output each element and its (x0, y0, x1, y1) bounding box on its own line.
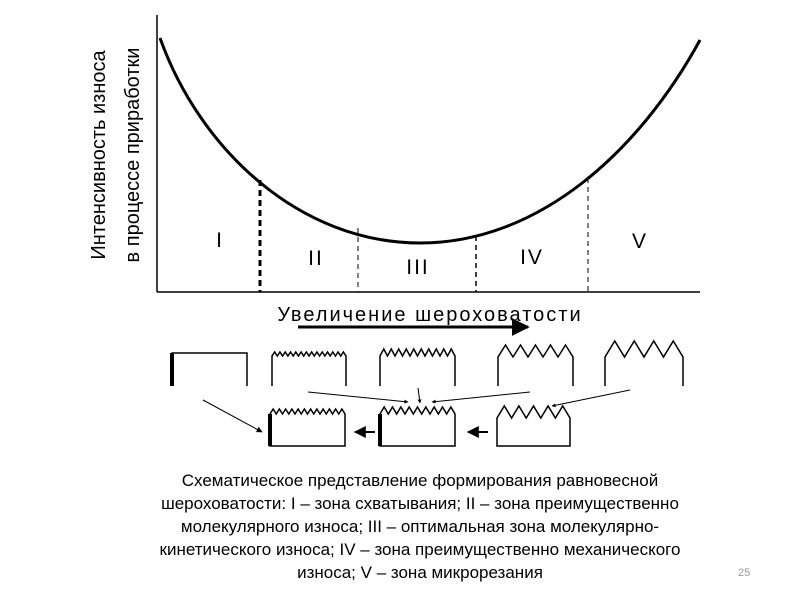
arrow (202, 399, 263, 433)
surface-profile (379, 405, 456, 447)
zone-label: IV (520, 246, 544, 269)
surface-profile (496, 404, 571, 447)
surface-profiles (170, 339, 684, 447)
surface-profile (171, 352, 248, 386)
y-axis-label: в процессе приработки (122, 48, 144, 263)
zone-label: V (632, 230, 648, 253)
x-axis-label: Увеличение шероховатости (277, 304, 582, 326)
zone-label: II (308, 247, 324, 270)
y-axis-label: Интенсивность износа (88, 49, 110, 259)
surface-profile (604, 339, 684, 386)
arrow (551, 389, 631, 408)
surface-profile (497, 343, 574, 386)
caption-line: Схематическое представление формирования… (182, 471, 658, 490)
arrow (307, 391, 409, 404)
zone-label: III (406, 256, 430, 279)
surface-profile (269, 407, 346, 447)
slide-number: 25 (738, 567, 750, 579)
wear-curve (158, 37, 702, 245)
caption-line: молекулярного износа; III – оптимальная … (181, 517, 659, 536)
surface-profile (271, 350, 347, 386)
zone-label: I (216, 229, 224, 252)
caption-line: кинетического износа; IV – зона преимуще… (160, 540, 681, 559)
arrow (417, 387, 422, 404)
arrow (431, 391, 531, 404)
caption-line: износа; V – зона микрорезания (297, 563, 543, 582)
surface-profile (379, 347, 456, 386)
caption-line: шероховатости: I – зона схватывания; II … (161, 494, 679, 513)
